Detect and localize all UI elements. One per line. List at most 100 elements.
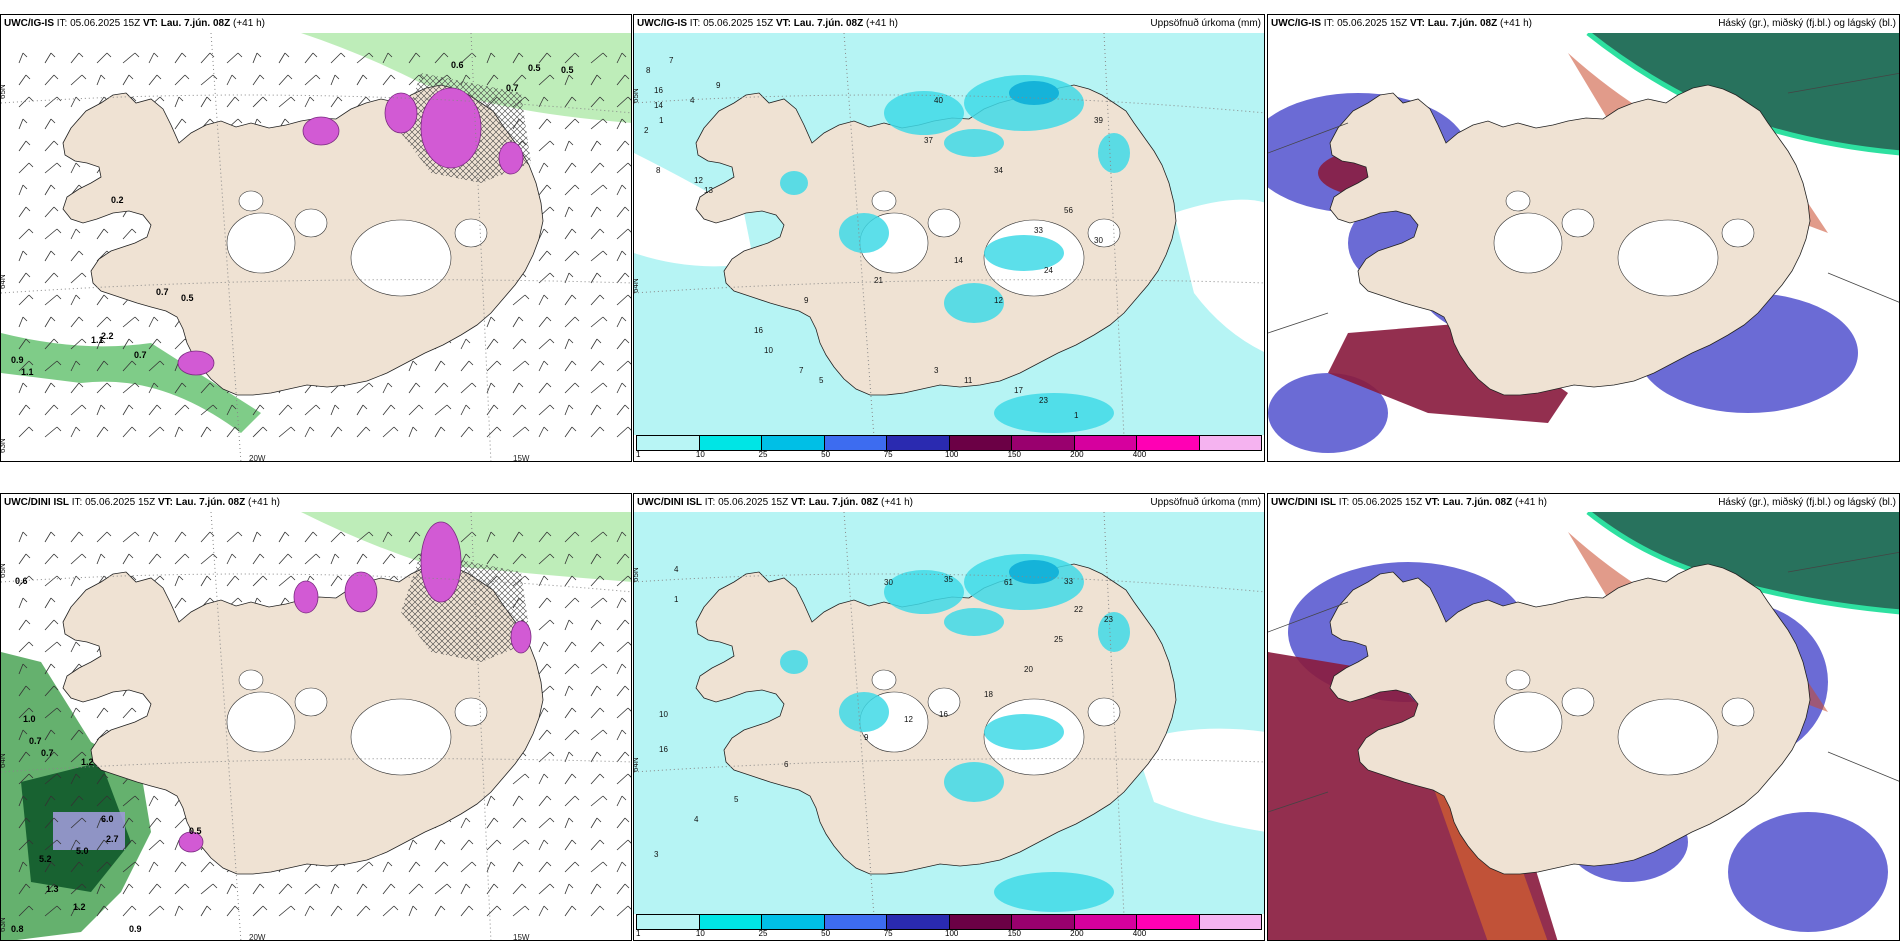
no-precip-east: [1174, 199, 1264, 352]
value-label: 1: [659, 116, 664, 125]
axis-label-64n: 64N: [1, 753, 7, 768]
value-label: 11: [964, 376, 973, 385]
iceland-landmass: [1329, 84, 1811, 396]
cloud-map: [1268, 512, 1899, 940]
value-label: 1: [1074, 411, 1079, 420]
colorbar-swatch: [1012, 436, 1075, 450]
value-label: 0.7: [134, 350, 147, 360]
precip-band-north: [301, 33, 631, 123]
glacier-0: [1493, 691, 1563, 753]
cloud-map: [1268, 33, 1899, 461]
value-label: 1.2: [73, 902, 86, 912]
glacier-3: [1505, 190, 1531, 212]
colorbar-swatch: [1074, 436, 1137, 450]
iceland-landmass: [1329, 563, 1811, 875]
value-label: 7: [799, 366, 804, 375]
colorbar-tick: 25: [758, 450, 768, 459]
map-layer: [1268, 33, 1899, 461]
value-label: 0.6: [15, 576, 28, 586]
value-label: 39: [1094, 116, 1103, 125]
value-label: 5: [734, 795, 739, 804]
value-label: 9: [804, 296, 809, 305]
value-label: 0.5: [561, 65, 574, 75]
glacier-0: [226, 212, 296, 274]
precip-magenta-0: [420, 87, 482, 169]
panel-dini-wind: UWC/DINI ISL IT: 05.06.2025 15Z VT: Lau.…: [0, 493, 632, 941]
value-label: 1.2: [81, 757, 94, 767]
precip-cell-0: [884, 570, 964, 614]
colorbar-tick: 150: [1007, 450, 1021, 459]
colorbar-tick: 75: [883, 929, 893, 938]
precip-cell-8: [944, 283, 1004, 323]
iceland-landmass: [62, 84, 544, 396]
precip-cell-7: [994, 393, 1114, 433]
parallel-64n: [1, 758, 631, 773]
colorbar-swatch: [637, 915, 700, 929]
glacier-4: [1721, 697, 1755, 727]
value-label: 18: [984, 690, 993, 699]
no-precip-west: [634, 153, 754, 267]
colorbar-swatch: [1199, 436, 1261, 450]
colorbar-swatch: [949, 915, 1012, 929]
value-label: 12: [694, 176, 703, 185]
value-label: 1.1: [21, 367, 34, 377]
colorbar-swatch: [1012, 915, 1075, 929]
value-label: 21: [874, 276, 883, 285]
value-label: 0.5: [528, 63, 541, 73]
glacier-1: [1617, 698, 1719, 776]
value-label: 17: [1014, 386, 1023, 395]
glacier-2: [294, 687, 328, 717]
colorbar-swatch: [824, 915, 887, 929]
colorbar: 1 10 25 50 75 100 150 200 400: [634, 914, 1264, 940]
glacier-3: [871, 190, 897, 212]
panel-title: UWC/IG-IS IT: 05.06.2025 15Z VT: Lau. 7.…: [634, 15, 1264, 33]
value-label: 6: [784, 760, 789, 769]
precip-cell-5: [780, 650, 808, 674]
precip-magenta-4: [177, 350, 215, 376]
panel-igis-wind: UWC/IG-IS IT: 05.06.2025 15Z VT: Lau. 7.…: [0, 14, 632, 462]
colorbar-tick: 1: [636, 450, 641, 459]
value-label: 2: [644, 126, 649, 135]
axis-label-64n: 64N: [634, 757, 640, 772]
panel-title: UWC/DINI ISL IT: 05.06.2025 15Z VT: Lau.…: [634, 494, 1264, 512]
precip-cell-6: [1098, 612, 1130, 652]
value-label: 0.6: [451, 60, 464, 70]
colorbar-swatch: [637, 436, 700, 450]
glacier-3: [238, 190, 264, 212]
value-label: 23: [1104, 615, 1113, 624]
precip-cell-8: [944, 762, 1004, 802]
colorbar: 1 10 25 50 75 100 150 200 400: [634, 435, 1264, 461]
precip-magenta-2: [293, 580, 319, 614]
mid-cloud-southwest: [1328, 323, 1568, 423]
value-label: 16: [659, 745, 668, 754]
glacier-1: [1617, 219, 1719, 297]
value-label: 8: [656, 166, 661, 175]
border-lines: [1268, 551, 1899, 813]
panel-igis-clouds: UWC/IG-IS IT: 05.06.2025 15Z VT: Lau. 7.…: [1267, 14, 1900, 462]
value-label: 3: [654, 850, 659, 859]
panel-title: UWC/DINI ISL IT: 05.06.2025 15Z VT: Lau.…: [1268, 494, 1899, 512]
precip-cell-6: [1098, 133, 1130, 173]
precip-magenta-3: [498, 141, 524, 175]
value-label: 0.9: [129, 924, 142, 934]
value-label: 1.1: [91, 335, 104, 345]
value-label: 0.7: [29, 736, 42, 746]
precip-cell-2: [944, 129, 1004, 157]
precip-magenta-2: [302, 116, 340, 146]
value-label: 10: [764, 346, 773, 355]
no-precip-east: [1134, 728, 1264, 832]
glacier-2: [1561, 208, 1595, 238]
panel-title: UWC/IG-IS IT: 05.06.2025 15Z VT: Lau. 7.…: [1, 15, 631, 33]
value-label: 1.3: [46, 884, 59, 894]
precip-magenta-4: [178, 831, 204, 853]
glacier-3: [871, 669, 897, 691]
colorbar-swatch: [699, 915, 762, 929]
value-label: 12: [904, 715, 913, 724]
value-label: 10: [659, 710, 668, 719]
colorbar-tick: 400: [1132, 450, 1147, 459]
panel-subtitle: Háský (gr.), miðský (fj.bl.) og lágský (…: [1718, 497, 1896, 508]
glacier-4: [454, 218, 488, 248]
panel-subtitle: Uppsöfnuð úrkoma (mm): [1150, 18, 1261, 29]
colorbar-tick: 50: [821, 929, 831, 938]
glacier-0: [1493, 212, 1563, 274]
